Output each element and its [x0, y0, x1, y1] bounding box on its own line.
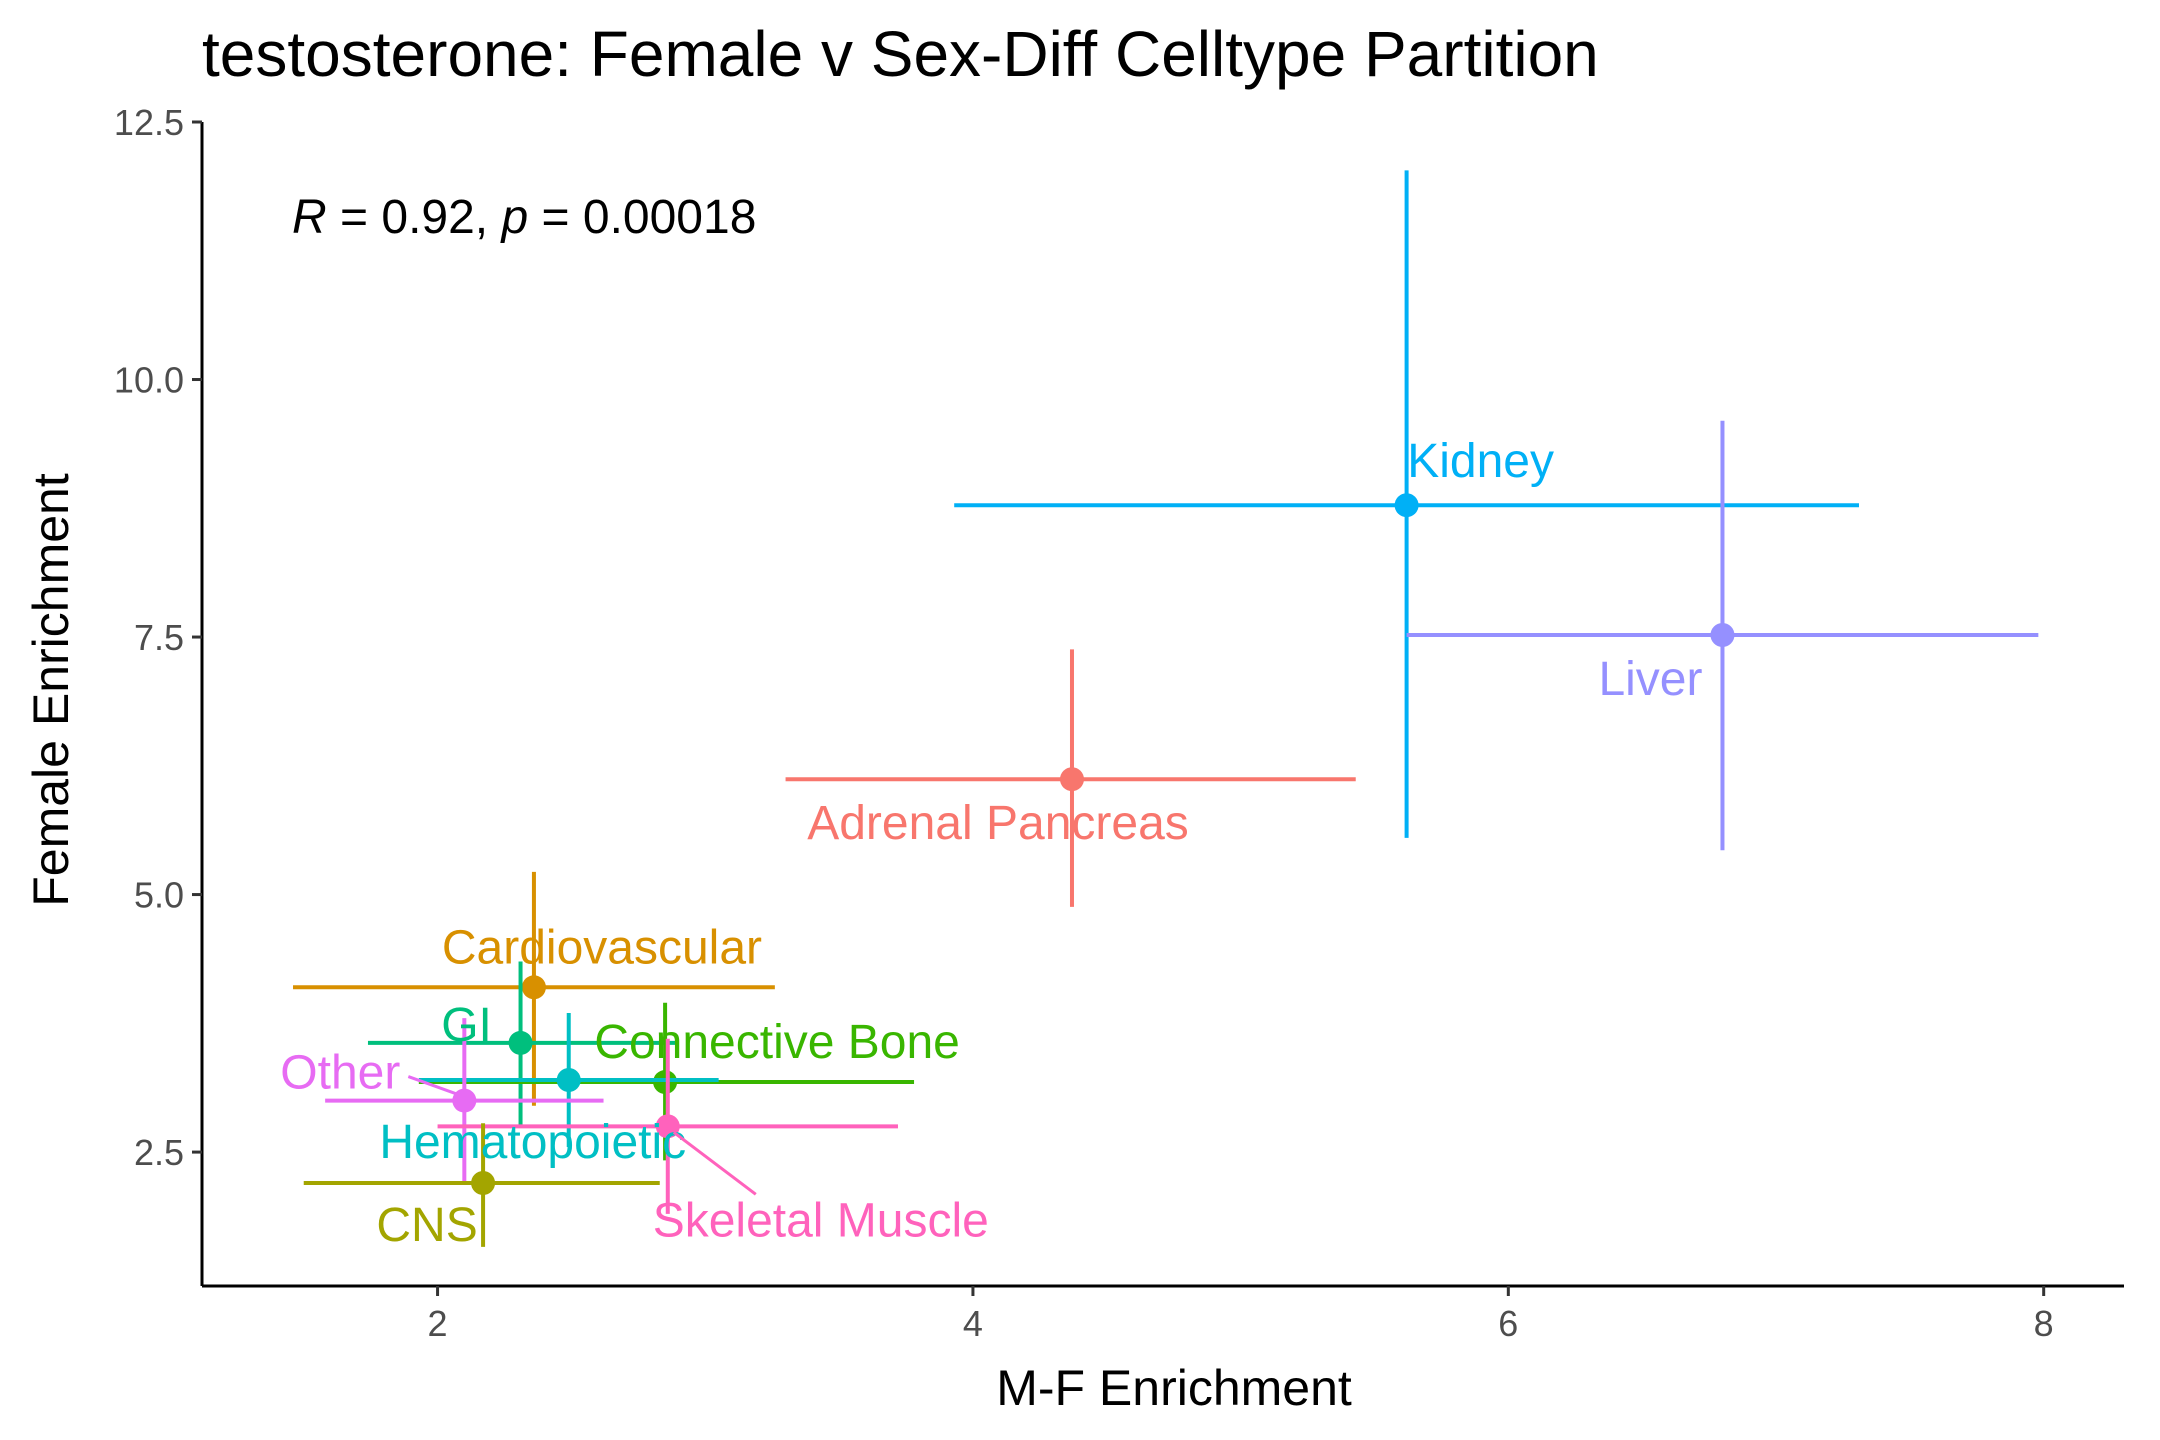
- point-label: Hematopoietic: [379, 1116, 686, 1169]
- point-label: Other: [280, 1047, 400, 1100]
- correlation-annotation: R = 0.92, p = 0.00018: [292, 191, 756, 244]
- point-label: Adrenal Pancreas: [807, 797, 1189, 850]
- y-tick-label: 12.5: [114, 102, 184, 143]
- r-value-text: = 0.92,: [327, 191, 502, 244]
- point-label: Kidney: [1407, 435, 1554, 488]
- y-tick-label: 2.5: [134, 1132, 184, 1173]
- point-group-cns: [303, 1123, 660, 1247]
- p-value-text: = 0.00018: [528, 191, 756, 244]
- point-label: GI: [441, 999, 492, 1052]
- data-point: [653, 1070, 678, 1095]
- p-symbol: p: [499, 191, 528, 244]
- point-label: CNS: [376, 1199, 477, 1252]
- chart-title: testosterone: Female v Sex-Diff Celltype…: [202, 18, 1599, 90]
- y-axis-title: Female Enrichment: [23, 473, 79, 907]
- data-marks: [293, 170, 2039, 1247]
- point-label: Connective Bone: [594, 1016, 960, 1069]
- point-group-kidney: [954, 170, 1859, 838]
- label-leader-line: [407, 1075, 459, 1096]
- point-group-skeletal-muscle: [437, 1038, 898, 1214]
- x-tick-label: 6: [1498, 1303, 1518, 1344]
- r-symbol: R: [292, 191, 327, 244]
- y-tick-label: 5.0: [134, 875, 184, 916]
- point-group-adrenal-pancreas: [785, 649, 1356, 907]
- data-point: [1710, 622, 1735, 647]
- point-label: Cardiovascular: [442, 921, 762, 974]
- label-leader-line: [672, 1131, 757, 1196]
- data-point: [471, 1170, 496, 1195]
- x-axis-ticks: 2 4 6 8: [428, 1286, 2054, 1344]
- point-label: Liver: [1598, 653, 1702, 706]
- data-point: [1394, 493, 1419, 518]
- x-tick-label: 2: [428, 1303, 448, 1344]
- data-point: [556, 1067, 581, 1092]
- data-point: [1059, 767, 1084, 792]
- point-group-liver: [1406, 420, 2039, 851]
- data-point: [508, 1030, 533, 1055]
- y-axis-ticks: 2.5 5.0 7.5 10.0 12.5: [114, 102, 202, 1173]
- data-point: [521, 975, 546, 1000]
- point-group-cardiovascular: [293, 871, 775, 1106]
- x-tick-label: 8: [2034, 1303, 2054, 1344]
- y-tick-label: 7.5: [134, 617, 184, 658]
- svg-text:R = 0.92, p = 0.00018: R = 0.92, p = 0.00018: [292, 191, 756, 244]
- x-axis-title: M-F Enrichment: [996, 1360, 1352, 1416]
- y-tick-label: 10.0: [114, 360, 184, 401]
- x-tick-label: 4: [963, 1303, 983, 1344]
- point-label: Skeletal Muscle: [653, 1194, 989, 1247]
- point-labels: Kidney Liver Adrenal Pancreas Cardiovascula…: [280, 435, 1702, 1252]
